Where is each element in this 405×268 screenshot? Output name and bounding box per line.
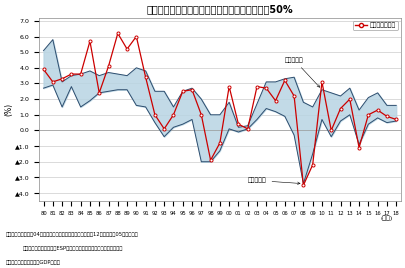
Text: （注）予測値平均は04年度までは東洋経済統計月報（前年度12月時点）々05年度以降は: （注）予測値平均は04年度までは東洋経済統計月報（前年度12月時点）々05年度以… — [6, 232, 139, 237]
Text: （注）内閣府「四半期別GDP速報」: （注）内閣府「四半期別GDP速報」 — [6, 260, 61, 265]
Title: 図表２　実績値が予測レンジから外れる確率は50%: 図表２ 実績値が予測レンジから外れる確率は50% — [147, 4, 293, 14]
Text: 日本経済研究センター「ESPフォーキャスト調査」。実績値は速報値: 日本経済研究センター「ESPフォーキャスト調査」。実績値は速報値 — [22, 246, 123, 251]
Legend: 実績値（速報）: 実績値（速報） — [353, 21, 398, 30]
Text: (年度): (年度) — [381, 216, 393, 221]
Text: 予測最小値: 予測最小値 — [248, 178, 300, 184]
Text: 予測最大値: 予測最大値 — [285, 57, 320, 87]
Y-axis label: (%): (%) — [4, 103, 13, 116]
